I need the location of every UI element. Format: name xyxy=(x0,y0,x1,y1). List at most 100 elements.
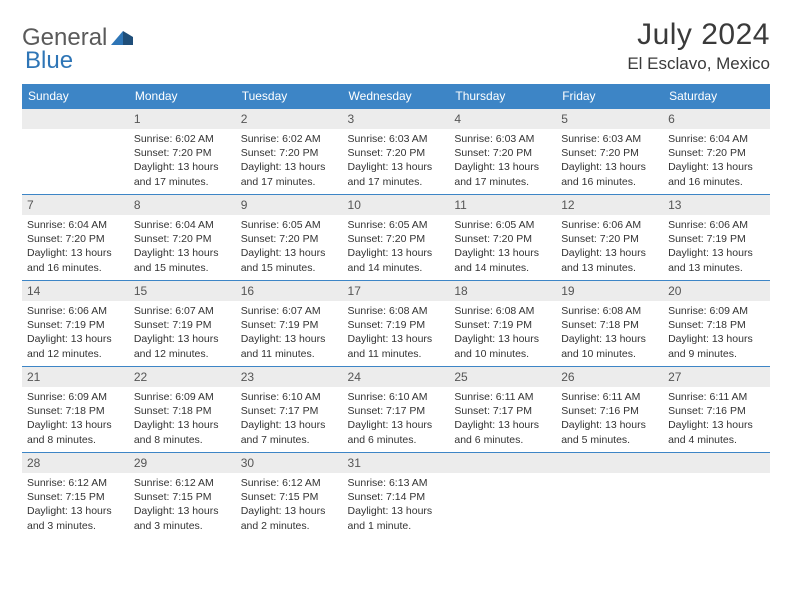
calendar-cell xyxy=(663,453,770,539)
day-number: 16 xyxy=(236,281,343,301)
day-number: 22 xyxy=(129,367,236,387)
day-data: Sunrise: 6:11 AMSunset: 7:16 PMDaylight:… xyxy=(556,387,663,449)
day-data: Sunrise: 6:06 AMSunset: 7:19 PMDaylight:… xyxy=(663,215,770,277)
calendar-cell xyxy=(22,109,129,195)
day-data: Sunrise: 6:03 AMSunset: 7:20 PMDaylight:… xyxy=(343,129,450,191)
day-number: 29 xyxy=(129,453,236,473)
calendar-week-row: 14Sunrise: 6:06 AMSunset: 7:19 PMDayligh… xyxy=(22,281,770,367)
calendar-week-row: 28Sunrise: 6:12 AMSunset: 7:15 PMDayligh… xyxy=(22,453,770,539)
weekday-tuesday: Tuesday xyxy=(236,84,343,109)
calendar-cell: 8Sunrise: 6:04 AMSunset: 7:20 PMDaylight… xyxy=(129,195,236,281)
day-number: 9 xyxy=(236,195,343,215)
day-data: Sunrise: 6:04 AMSunset: 7:20 PMDaylight:… xyxy=(22,215,129,277)
day-data: Sunrise: 6:11 AMSunset: 7:16 PMDaylight:… xyxy=(663,387,770,449)
day-data: Sunrise: 6:12 AMSunset: 7:15 PMDaylight:… xyxy=(22,473,129,535)
day-number: 23 xyxy=(236,367,343,387)
calendar-cell: 16Sunrise: 6:07 AMSunset: 7:19 PMDayligh… xyxy=(236,281,343,367)
calendar-page: General July 2024 El Esclavo, Mexico Blu… xyxy=(0,0,792,539)
calendar-body: 1Sunrise: 6:02 AMSunset: 7:20 PMDaylight… xyxy=(22,109,770,539)
day-number: 15 xyxy=(129,281,236,301)
month-title: July 2024 xyxy=(627,18,770,52)
day-number: 4 xyxy=(449,109,556,129)
calendar-cell: 28Sunrise: 6:12 AMSunset: 7:15 PMDayligh… xyxy=(22,453,129,539)
day-data: Sunrise: 6:05 AMSunset: 7:20 PMDaylight:… xyxy=(449,215,556,277)
calendar-cell: 18Sunrise: 6:08 AMSunset: 7:19 PMDayligh… xyxy=(449,281,556,367)
calendar-cell: 7Sunrise: 6:04 AMSunset: 7:20 PMDaylight… xyxy=(22,195,129,281)
day-data: Sunrise: 6:03 AMSunset: 7:20 PMDaylight:… xyxy=(556,129,663,191)
day-data: Sunrise: 6:04 AMSunset: 7:20 PMDaylight:… xyxy=(663,129,770,191)
day-data: Sunrise: 6:09 AMSunset: 7:18 PMDaylight:… xyxy=(663,301,770,363)
day-number: 30 xyxy=(236,453,343,473)
day-data: Sunrise: 6:07 AMSunset: 7:19 PMDaylight:… xyxy=(236,301,343,363)
day-number: 19 xyxy=(556,281,663,301)
calendar-cell: 26Sunrise: 6:11 AMSunset: 7:16 PMDayligh… xyxy=(556,367,663,453)
day-number: 7 xyxy=(22,195,129,215)
calendar-cell: 4Sunrise: 6:03 AMSunset: 7:20 PMDaylight… xyxy=(449,109,556,195)
day-data: Sunrise: 6:03 AMSunset: 7:20 PMDaylight:… xyxy=(449,129,556,191)
day-number: 11 xyxy=(449,195,556,215)
calendar-cell: 23Sunrise: 6:10 AMSunset: 7:17 PMDayligh… xyxy=(236,367,343,453)
day-number: 31 xyxy=(343,453,450,473)
calendar-cell: 15Sunrise: 6:07 AMSunset: 7:19 PMDayligh… xyxy=(129,281,236,367)
calendar-cell: 21Sunrise: 6:09 AMSunset: 7:18 PMDayligh… xyxy=(22,367,129,453)
weekday-monday: Monday xyxy=(129,84,236,109)
calendar-cell: 30Sunrise: 6:12 AMSunset: 7:15 PMDayligh… xyxy=(236,453,343,539)
day-data: Sunrise: 6:05 AMSunset: 7:20 PMDaylight:… xyxy=(343,215,450,277)
day-data: Sunrise: 6:13 AMSunset: 7:14 PMDaylight:… xyxy=(343,473,450,535)
calendar-cell: 19Sunrise: 6:08 AMSunset: 7:18 PMDayligh… xyxy=(556,281,663,367)
calendar-cell: 10Sunrise: 6:05 AMSunset: 7:20 PMDayligh… xyxy=(343,195,450,281)
weekday-saturday: Saturday xyxy=(663,84,770,109)
day-number: 27 xyxy=(663,367,770,387)
day-number: 5 xyxy=(556,109,663,129)
calendar-cell: 12Sunrise: 6:06 AMSunset: 7:20 PMDayligh… xyxy=(556,195,663,281)
day-number: 8 xyxy=(129,195,236,215)
header-row: General July 2024 El Esclavo, Mexico xyxy=(22,18,770,74)
day-number: 20 xyxy=(663,281,770,301)
day-number xyxy=(449,453,556,473)
calendar-cell: 29Sunrise: 6:12 AMSunset: 7:15 PMDayligh… xyxy=(129,453,236,539)
logo-text-blue: Blue xyxy=(25,47,73,75)
day-number: 10 xyxy=(343,195,450,215)
day-number xyxy=(22,109,129,129)
day-number xyxy=(556,453,663,473)
day-number: 25 xyxy=(449,367,556,387)
day-data: Sunrise: 6:10 AMSunset: 7:17 PMDaylight:… xyxy=(343,387,450,449)
day-number: 17 xyxy=(343,281,450,301)
day-data: Sunrise: 6:05 AMSunset: 7:20 PMDaylight:… xyxy=(236,215,343,277)
day-data: Sunrise: 6:02 AMSunset: 7:20 PMDaylight:… xyxy=(236,129,343,191)
day-number: 26 xyxy=(556,367,663,387)
weekday-thursday: Thursday xyxy=(449,84,556,109)
day-data: Sunrise: 6:11 AMSunset: 7:17 PMDaylight:… xyxy=(449,387,556,449)
calendar-cell: 27Sunrise: 6:11 AMSunset: 7:16 PMDayligh… xyxy=(663,367,770,453)
day-number: 28 xyxy=(22,453,129,473)
calendar-week-row: 1Sunrise: 6:02 AMSunset: 7:20 PMDaylight… xyxy=(22,109,770,195)
calendar-cell: 3Sunrise: 6:03 AMSunset: 7:20 PMDaylight… xyxy=(343,109,450,195)
location-label: El Esclavo, Mexico xyxy=(627,54,770,74)
day-number xyxy=(663,453,770,473)
day-data: Sunrise: 6:12 AMSunset: 7:15 PMDaylight:… xyxy=(129,473,236,535)
calendar-cell: 17Sunrise: 6:08 AMSunset: 7:19 PMDayligh… xyxy=(343,281,450,367)
calendar-cell: 6Sunrise: 6:04 AMSunset: 7:20 PMDaylight… xyxy=(663,109,770,195)
day-data: Sunrise: 6:10 AMSunset: 7:17 PMDaylight:… xyxy=(236,387,343,449)
calendar-cell xyxy=(556,453,663,539)
day-number: 21 xyxy=(22,367,129,387)
calendar-cell: 1Sunrise: 6:02 AMSunset: 7:20 PMDaylight… xyxy=(129,109,236,195)
calendar-cell: 25Sunrise: 6:11 AMSunset: 7:17 PMDayligh… xyxy=(449,367,556,453)
calendar-cell xyxy=(449,453,556,539)
calendar-week-row: 21Sunrise: 6:09 AMSunset: 7:18 PMDayligh… xyxy=(22,367,770,453)
calendar-cell: 20Sunrise: 6:09 AMSunset: 7:18 PMDayligh… xyxy=(663,281,770,367)
day-number: 18 xyxy=(449,281,556,301)
weekday-wednesday: Wednesday xyxy=(343,84,450,109)
calendar-table: Sunday Monday Tuesday Wednesday Thursday… xyxy=(22,84,770,539)
day-data: Sunrise: 6:08 AMSunset: 7:18 PMDaylight:… xyxy=(556,301,663,363)
calendar-cell: 14Sunrise: 6:06 AMSunset: 7:19 PMDayligh… xyxy=(22,281,129,367)
day-number: 1 xyxy=(129,109,236,129)
calendar-cell: 31Sunrise: 6:13 AMSunset: 7:14 PMDayligh… xyxy=(343,453,450,539)
day-number: 13 xyxy=(663,195,770,215)
calendar-week-row: 7Sunrise: 6:04 AMSunset: 7:20 PMDaylight… xyxy=(22,195,770,281)
day-number: 12 xyxy=(556,195,663,215)
calendar-cell: 13Sunrise: 6:06 AMSunset: 7:19 PMDayligh… xyxy=(663,195,770,281)
weekday-friday: Friday xyxy=(556,84,663,109)
day-data: Sunrise: 6:09 AMSunset: 7:18 PMDaylight:… xyxy=(129,387,236,449)
weekday-sunday: Sunday xyxy=(22,84,129,109)
